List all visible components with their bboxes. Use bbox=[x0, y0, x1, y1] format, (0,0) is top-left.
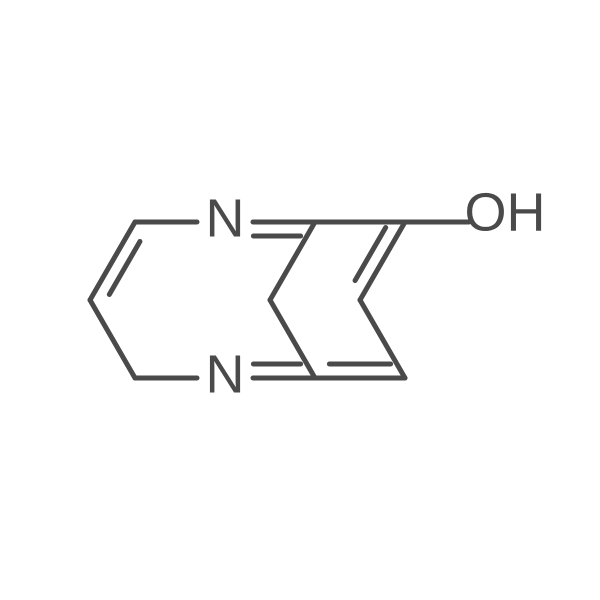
bond bbox=[355, 227, 386, 280]
atom-label-n3: N bbox=[206, 188, 245, 248]
bond bbox=[90, 300, 135, 378]
bond bbox=[109, 241, 140, 294]
molecular-structure-diagram: N N OH bbox=[0, 0, 600, 600]
atom-label-n5: N bbox=[206, 344, 245, 404]
atom-label-o12: OH bbox=[465, 182, 546, 242]
